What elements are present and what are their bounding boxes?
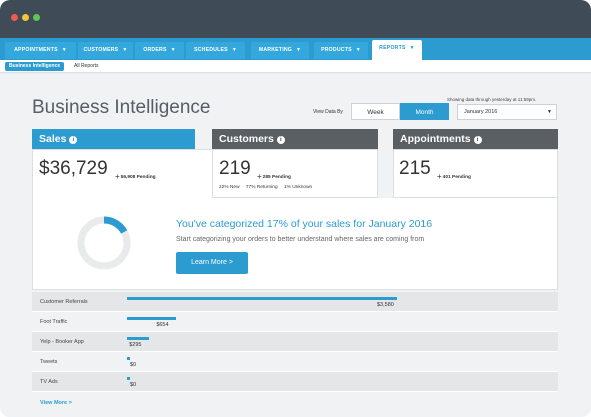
- chevron-down-icon: ▼: [170, 47, 176, 53]
- categorized-progress-donut: [77, 216, 131, 270]
- source-bar: [127, 337, 150, 340]
- promo-title: You've categorized 17% of your sales for…: [176, 218, 433, 230]
- returning-customers-stat: 77% Returning: [245, 185, 278, 190]
- learn-more-button[interactable]: Learn More >: [176, 252, 248, 274]
- categorize-promo-panel: [32, 198, 558, 290]
- appointments-card-header[interactable]: Appointments i: [393, 129, 558, 149]
- close-window-icon[interactable]: [11, 14, 18, 21]
- tab-schedules[interactable]: SCHEDULES ▼: [186, 42, 245, 59]
- customers-card: [212, 149, 378, 198]
- source-bar: [127, 297, 397, 300]
- month-select[interactable]: January 2016 ▼: [457, 104, 557, 120]
- tab-customers[interactable]: CUSTOMERS ▼: [78, 42, 133, 59]
- unknown-customers-stat: 1% Unknown: [283, 185, 313, 190]
- view-more-link[interactable]: View More >: [40, 400, 72, 406]
- tab-reports[interactable]: REPORTS ▼: [372, 40, 422, 60]
- appointments-value: 215: [399, 158, 431, 179]
- appointments-card: [393, 149, 558, 198]
- tab-orders[interactable]: ORDERS ▼: [135, 42, 184, 59]
- source-bar: [127, 357, 130, 360]
- view-data-by-label: View Data By: [313, 109, 343, 115]
- tab-appointments[interactable]: APPOINTMENTS ▼: [5, 42, 76, 59]
- sub-nav: [0, 60, 591, 73]
- appointments-card-title: Appointments: [400, 133, 471, 145]
- source-value: $0: [130, 362, 137, 368]
- sales-sources-list: Customer Referrals $3,580 Foot Traffic $654…: [32, 292, 558, 392]
- info-icon[interactable]: i: [276, 136, 285, 144]
- customer-breakdown: 22% New 77% Returning 1% Unknown: [219, 185, 317, 190]
- source-label: TV Ads: [40, 379, 58, 385]
- list-item[interactable]: TV Ads $0: [32, 372, 558, 392]
- customers-card-title: Customers: [219, 133, 274, 145]
- source-bar: [127, 317, 177, 320]
- chevron-down-icon: ▼: [355, 47, 361, 53]
- customers-value: 219: [219, 158, 251, 179]
- maximize-window-icon[interactable]: [33, 14, 40, 21]
- info-icon[interactable]: i: [69, 136, 78, 144]
- subtab-business-intelligence[interactable]: Business Intelligence: [5, 62, 65, 71]
- customers-pending: +285 Pending: [257, 172, 291, 181]
- donut-progress: [77, 216, 131, 270]
- chevron-down-icon: ▼: [61, 47, 67, 53]
- source-value: $295: [129, 342, 142, 348]
- list-item[interactable]: Customer Referrals $3,580: [32, 292, 558, 312]
- chevron-down-icon: ▼: [296, 47, 302, 53]
- list-item[interactable]: Foot Traffic $654: [32, 312, 558, 332]
- promo-subtitle: Start categorizing your orders to better…: [176, 236, 425, 243]
- source-label: Customer Referrals: [40, 299, 88, 305]
- sales-card-header[interactable]: Sales i: [32, 129, 195, 149]
- source-label: Foot Traffic: [40, 319, 68, 325]
- sales-value: $36,729: [39, 158, 108, 179]
- info-icon[interactable]: i: [473, 136, 482, 144]
- month-select-value: January 2016: [464, 109, 498, 115]
- appointments-pending: +401 Pending: [437, 172, 471, 181]
- chevron-down-icon: ▼: [409, 45, 415, 51]
- page-title: Business Intelligence: [32, 97, 211, 118]
- source-value: $654: [156, 322, 169, 328]
- sales-card: [32, 149, 212, 198]
- chevron-down-icon: ▼: [547, 109, 552, 115]
- list-item[interactable]: Yelp - Booker App $295: [32, 332, 558, 352]
- data-freshness-note: Showing data through yesterday at 11:59p…: [447, 97, 537, 102]
- sales-pending: +$6,908 Pending: [115, 172, 156, 181]
- title-bar: [0, 0, 591, 38]
- minimize-window-icon[interactable]: [22, 14, 29, 21]
- list-item[interactable]: Tweets $0: [32, 352, 558, 372]
- sales-card-title: Sales: [39, 133, 67, 145]
- source-value: $3,580: [377, 302, 394, 308]
- source-label: Tweets: [40, 359, 58, 365]
- chevron-down-icon: ▼: [122, 47, 128, 53]
- tab-products[interactable]: PRODUCTS ▼: [314, 42, 368, 59]
- month-toggle-button[interactable]: Month: [400, 103, 449, 120]
- subtab-all-reports[interactable]: All Reports: [74, 63, 99, 69]
- new-customers-stat: 22% New: [219, 185, 240, 190]
- customers-card-header[interactable]: Customers i: [212, 129, 378, 149]
- source-value: $0: [130, 382, 137, 388]
- source-bar: [127, 377, 130, 380]
- source-label: Yelp - Booker App: [40, 339, 84, 345]
- week-toggle-button[interactable]: Week: [351, 103, 400, 120]
- chevron-down-icon: ▼: [231, 47, 237, 53]
- tab-marketing[interactable]: MARKETING ▼: [251, 42, 309, 59]
